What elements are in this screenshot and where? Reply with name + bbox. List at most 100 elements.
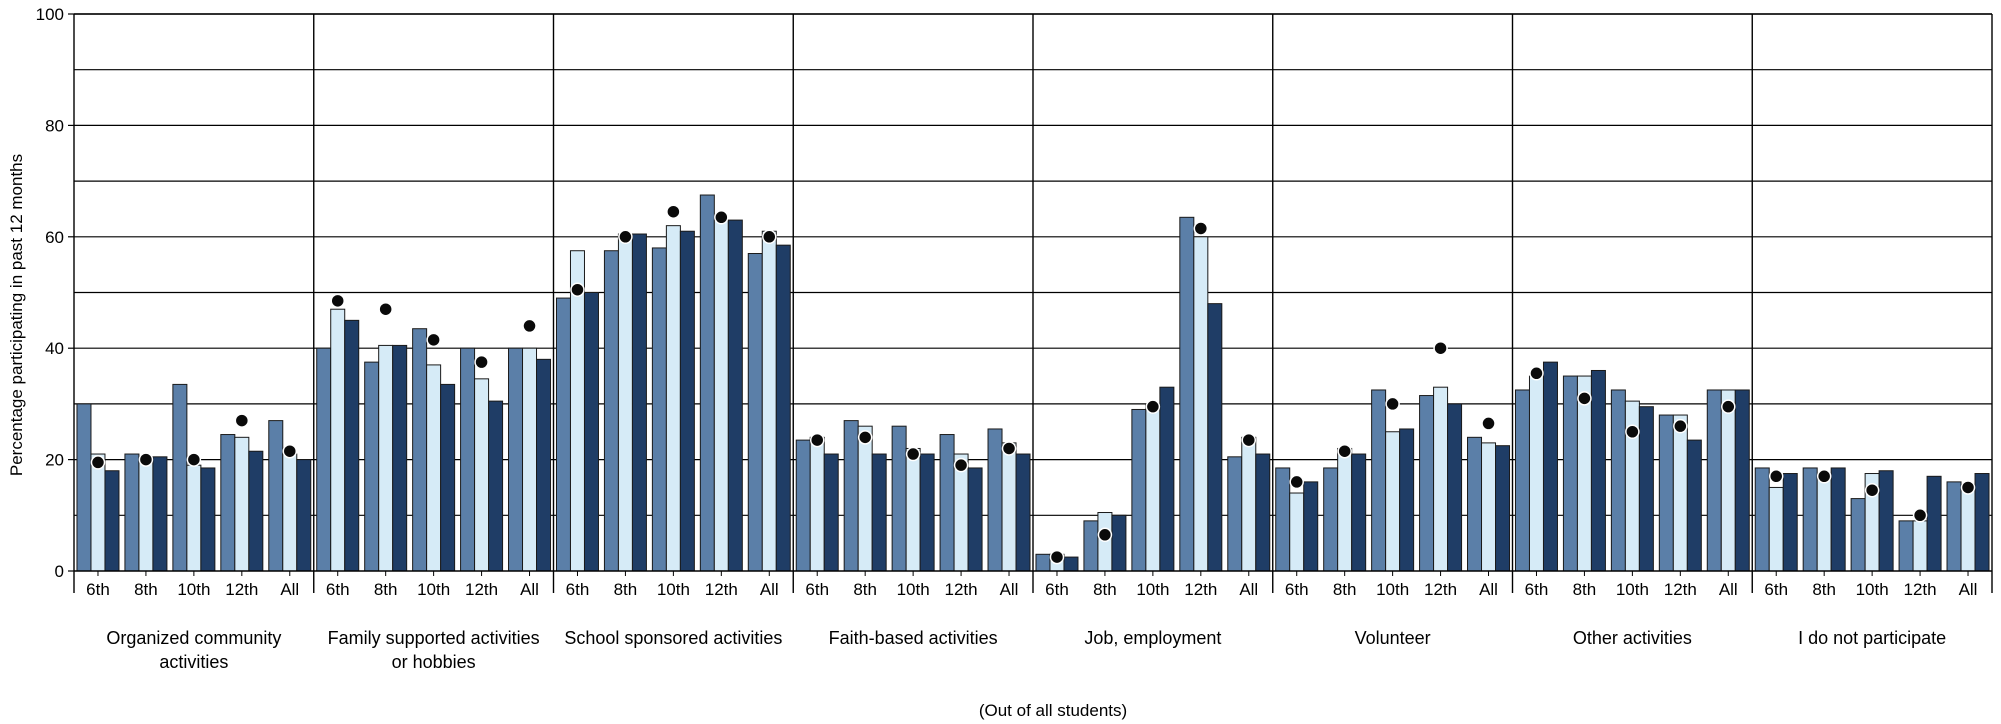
- x-tick-label: 8th: [1812, 580, 1836, 599]
- x-tick-label: All: [520, 580, 539, 599]
- bar: [124, 453, 140, 572]
- data-point-marker: [1145, 399, 1161, 414]
- bar: [474, 378, 490, 572]
- data-point-marker: [1481, 416, 1496, 431]
- x-tick-label: 8th: [1333, 580, 1357, 599]
- x-tick-label: 6th: [86, 580, 110, 599]
- bar: [1131, 408, 1147, 572]
- bar: [1974, 473, 1990, 572]
- bar: [1514, 389, 1530, 572]
- x-tick-label: All: [760, 580, 779, 599]
- data-point-marker: [618, 229, 633, 245]
- bar: [1706, 389, 1722, 572]
- bar: [460, 347, 476, 572]
- bar: [1337, 447, 1353, 572]
- data-point-marker: [1673, 418, 1688, 434]
- bar: [1802, 467, 1818, 572]
- bar: [809, 436, 825, 572]
- data-point-marker: [1385, 396, 1400, 412]
- x-tick-label: 6th: [1764, 580, 1788, 599]
- bar: [344, 319, 360, 572]
- x-tick-label: All: [280, 580, 299, 599]
- bar: [1467, 436, 1483, 572]
- bar: [1063, 556, 1079, 572]
- data-point-marker: [1193, 221, 1209, 236]
- bar: [1768, 486, 1784, 572]
- bar: [1227, 456, 1243, 572]
- bar: [1207, 303, 1223, 572]
- bar: [555, 297, 571, 572]
- group-label: I do not participate: [1798, 628, 1946, 648]
- bar: [1433, 386, 1449, 572]
- y-tick-label: 40: [45, 339, 64, 358]
- bar: [1734, 389, 1750, 572]
- bar: [282, 453, 298, 572]
- bar: [90, 453, 106, 572]
- bar: [1610, 389, 1626, 572]
- bar: [1399, 428, 1415, 572]
- bar: [1878, 470, 1894, 572]
- group-label: Faith-based activities: [829, 628, 998, 648]
- x-tick-label: 6th: [805, 580, 829, 599]
- bar: [412, 328, 428, 572]
- x-tick-label: 8th: [1573, 580, 1597, 599]
- bar: [1528, 375, 1544, 572]
- bar: [1419, 395, 1435, 572]
- bar: [857, 425, 873, 572]
- bar: [905, 447, 921, 572]
- data-point-marker: [762, 229, 777, 245]
- x-tick-label: 6th: [1285, 580, 1309, 599]
- bar: [1255, 453, 1271, 572]
- bar: [1159, 386, 1175, 572]
- bar: [891, 425, 907, 572]
- bar: [569, 250, 585, 572]
- bar: [1275, 467, 1291, 572]
- bar: [1816, 475, 1832, 572]
- x-tick-label: All: [1719, 580, 1738, 599]
- bar: [186, 464, 202, 572]
- data-point-marker: [138, 452, 154, 467]
- x-tick-label: All: [1000, 580, 1019, 599]
- bar: [330, 308, 346, 572]
- data-point-marker: [809, 432, 825, 448]
- data-point-marker: [953, 457, 969, 473]
- x-tick-label: 12th: [1904, 580, 1937, 599]
- bar: [761, 230, 777, 572]
- bar: [220, 434, 236, 572]
- bar: [1035, 553, 1051, 572]
- bar: [1303, 481, 1319, 572]
- data-point-marker: [186, 452, 202, 467]
- x-tick-label: 8th: [1093, 580, 1117, 599]
- bar: [939, 434, 955, 572]
- data-point-marker: [1864, 482, 1880, 498]
- bar: [364, 361, 380, 572]
- data-point-marker: [1721, 399, 1736, 414]
- bar: [200, 467, 216, 572]
- data-point-marker: [1433, 340, 1448, 356]
- data-point-marker: [522, 318, 537, 334]
- bar: [488, 400, 504, 572]
- y-tick-label: 0: [55, 562, 64, 581]
- bar: [1720, 389, 1736, 572]
- bar: [1323, 467, 1339, 572]
- bar: [1782, 473, 1798, 572]
- data-point-marker: [1768, 469, 1784, 484]
- x-tick-label: 12th: [945, 580, 978, 599]
- group-label: Organized community: [106, 628, 281, 648]
- bar: [1912, 520, 1928, 572]
- bar: [795, 439, 811, 572]
- bar: [1015, 453, 1031, 572]
- bar: [631, 233, 647, 572]
- bar: [1658, 414, 1674, 572]
- data-point-marker: [426, 332, 441, 348]
- bar: [1946, 481, 1962, 572]
- x-tick-label: 12th: [705, 580, 738, 599]
- bar: [378, 344, 394, 572]
- bar: [104, 470, 120, 572]
- bar: [536, 358, 552, 572]
- bar: [76, 403, 92, 572]
- data-point-marker: [1816, 469, 1832, 484]
- data-point-marker: [1289, 474, 1304, 490]
